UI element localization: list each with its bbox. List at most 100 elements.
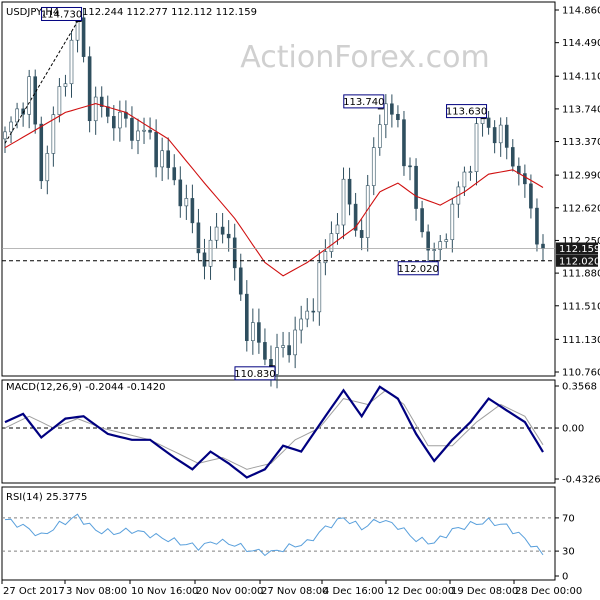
candle-body	[130, 118, 134, 141]
candle-body	[510, 147, 515, 167]
candle-body	[287, 345, 291, 356]
sma-line	[4, 103, 544, 277]
rsi-tick-label: 70	[562, 513, 575, 524]
candle-body	[341, 178, 346, 226]
panel-frame	[1, 1, 556, 377]
candle-body	[523, 173, 527, 185]
candle-body	[63, 83, 68, 87]
candle-body	[69, 39, 74, 85]
candle-body	[232, 237, 237, 269]
axes: 114.860 114.490 114.110 113.740 113.370 112.9…	[1, 6, 600, 597]
annotation-box	[41, 6, 83, 21]
candle-body	[432, 249, 436, 251]
level-price-label: 112.020	[559, 256, 600, 267]
candle-body	[317, 262, 322, 313]
macd-panel	[2, 385, 555, 479]
macd-tick-label: 0.3568	[562, 382, 597, 393]
candle-body	[426, 231, 430, 251]
candle-body	[33, 76, 38, 125]
candle-body	[408, 165, 412, 168]
candle-body	[281, 345, 285, 348]
candle-body	[329, 233, 334, 252]
candle-body	[57, 86, 62, 115]
x-tick-label: 12 Dec 00:00	[387, 586, 454, 597]
annotation-box	[397, 261, 439, 276]
panel-frame	[1, 379, 556, 484]
panel-frame	[1, 486, 556, 581]
ohlc-header: 112.244 112.277 112.112 112.159	[82, 7, 257, 18]
candle-body	[390, 103, 394, 115]
candle-body	[45, 153, 50, 182]
candle-body	[99, 96, 104, 107]
level-price-label-box	[556, 254, 598, 267]
candle-body	[118, 111, 122, 129]
macd-line	[4, 385, 544, 479]
candle-body	[226, 233, 231, 239]
candle-body	[384, 103, 388, 125]
candle-body	[299, 318, 304, 331]
candle-body	[202, 252, 207, 267]
macd-tick-label: -0.4326	[562, 475, 600, 486]
candle-body	[541, 243, 545, 249]
candle-body	[238, 267, 243, 295]
candle-body	[347, 178, 352, 205]
x-tick-label: 10 Nov 16:00	[131, 586, 198, 597]
candle-body	[142, 129, 146, 132]
candle-body	[154, 131, 158, 168]
candle-body	[486, 117, 491, 128]
candle-body	[402, 119, 406, 167]
candle-body	[414, 165, 418, 209]
x-tick-label: 28 Dec 00:00	[515, 586, 582, 597]
annotation-box	[446, 104, 488, 119]
annotation-label: 112.020	[398, 264, 439, 275]
candle-body	[305, 310, 310, 320]
candle-body	[293, 329, 297, 356]
candle-body	[148, 129, 152, 133]
price-panel: 114.730 113.740 113.630 110.830 112.020	[2, 6, 555, 389]
candle-body	[311, 310, 316, 313]
macd-tick-label: 0.00	[562, 424, 584, 435]
candle-body	[81, 17, 86, 57]
price-tick-label: 112.250	[562, 236, 600, 247]
candle-body	[535, 207, 539, 245]
trend-line	[4, 21, 78, 144]
x-tick-label: 19 Dec 08:00	[451, 586, 518, 597]
candle-body	[39, 123, 44, 182]
candle-body	[371, 147, 376, 186]
candle-body	[184, 198, 189, 207]
candle-body	[498, 124, 503, 144]
candle-body	[377, 124, 382, 148]
candle-body	[323, 251, 328, 264]
x-tick-label: 20 Nov 00:00	[196, 586, 263, 597]
candle-body	[87, 56, 92, 122]
candle-body	[166, 150, 171, 168]
rsi-panel	[2, 513, 555, 557]
annotation-label: 113.630	[446, 107, 487, 118]
current-price-label-box	[556, 242, 598, 255]
price-tick-label: 112.620	[562, 203, 600, 214]
candle-body	[462, 171, 467, 188]
candle-body	[244, 293, 249, 341]
annotation-box	[234, 366, 276, 381]
candle-body	[251, 322, 255, 341]
candle-body	[275, 347, 279, 375]
price-tick-label: 114.860	[562, 6, 600, 17]
annotation-label: 114.730	[41, 9, 82, 20]
candle-body	[160, 150, 164, 168]
candle-body	[105, 106, 110, 117]
candle-body	[27, 76, 31, 115]
rsi-tick-label: 30	[562, 547, 575, 558]
candle-body	[196, 222, 201, 254]
candle-body	[220, 226, 225, 235]
candle-body	[474, 123, 479, 173]
annotation-label: 113.740	[343, 97, 384, 108]
price-tick-label: 113.740	[562, 104, 600, 115]
price-tick-label: 111.880	[562, 269, 600, 280]
candle-body	[529, 183, 533, 209]
candle-body	[208, 239, 213, 267]
candle-body	[450, 203, 455, 240]
candle-body	[190, 198, 195, 224]
candle-body	[9, 121, 13, 133]
